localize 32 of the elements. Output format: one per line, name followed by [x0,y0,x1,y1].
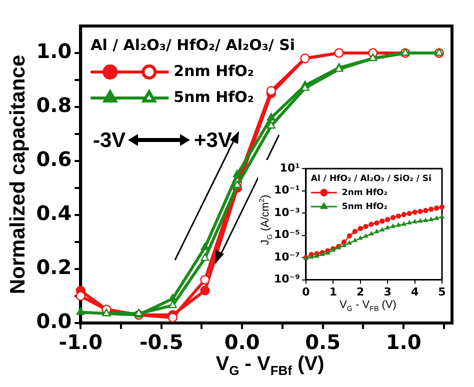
legend-label: 5nm HfO₂ [174,88,254,106]
y-axis-title: Normalized capacitance [6,54,30,294]
y-tick-label: 10⁻³ [274,206,300,219]
y-tick-label: 10⁻⁹ [274,272,300,286]
annotation: -3V [93,128,126,152]
x-tick-label: -0.5 [139,330,184,354]
y-tick-label: 0.8 [36,93,72,118]
y-tick-label: 1.0 [36,39,72,64]
x-tick-label: 0.5 [305,330,341,354]
y-tick-label: 10⁻⁵ [274,228,300,242]
annotation: +3V [194,128,232,152]
y-tick-label: 10¹ [280,161,300,174]
x-tick-label: 5 [438,285,446,298]
x-axis-title: V$_{G}$ - V$_{FB}$ (V) [338,299,398,314]
x-tick-label: 0.0 [224,330,260,354]
y-tick-label: 10⁻¹ [274,184,300,197]
legend-label: 2nm HfO₂ [342,188,388,198]
x-tick-label: 4 [410,285,419,298]
x-tick-label: 3 [384,285,392,298]
x-tick-label: 0 [302,285,310,298]
y-tick-label: 0.4 [36,201,72,226]
x-tick-label: 1.0 [386,330,422,354]
x-tick-label: 1 [329,285,337,298]
x-tick-label: 2 [356,285,364,298]
legend-title: Al / HfO₂ / Al₂O₃ / SiO₂ / Si [310,174,432,184]
x-axis-title: V$_{G}$ - V$_{FBf}$ (V) [214,353,326,378]
legend-label: 5nm HfO₂ [342,202,388,212]
legend-title: Al / Al₂O₃/ HfO₂/ Al₂O₃/ Si [90,36,296,54]
y-tick-label: 0.2 [36,255,72,280]
y-tick-label: 10⁻⁷ [274,250,300,264]
y-tick-label: 0.6 [36,147,72,172]
legend-label: 2nm HfO₂ [174,62,254,80]
